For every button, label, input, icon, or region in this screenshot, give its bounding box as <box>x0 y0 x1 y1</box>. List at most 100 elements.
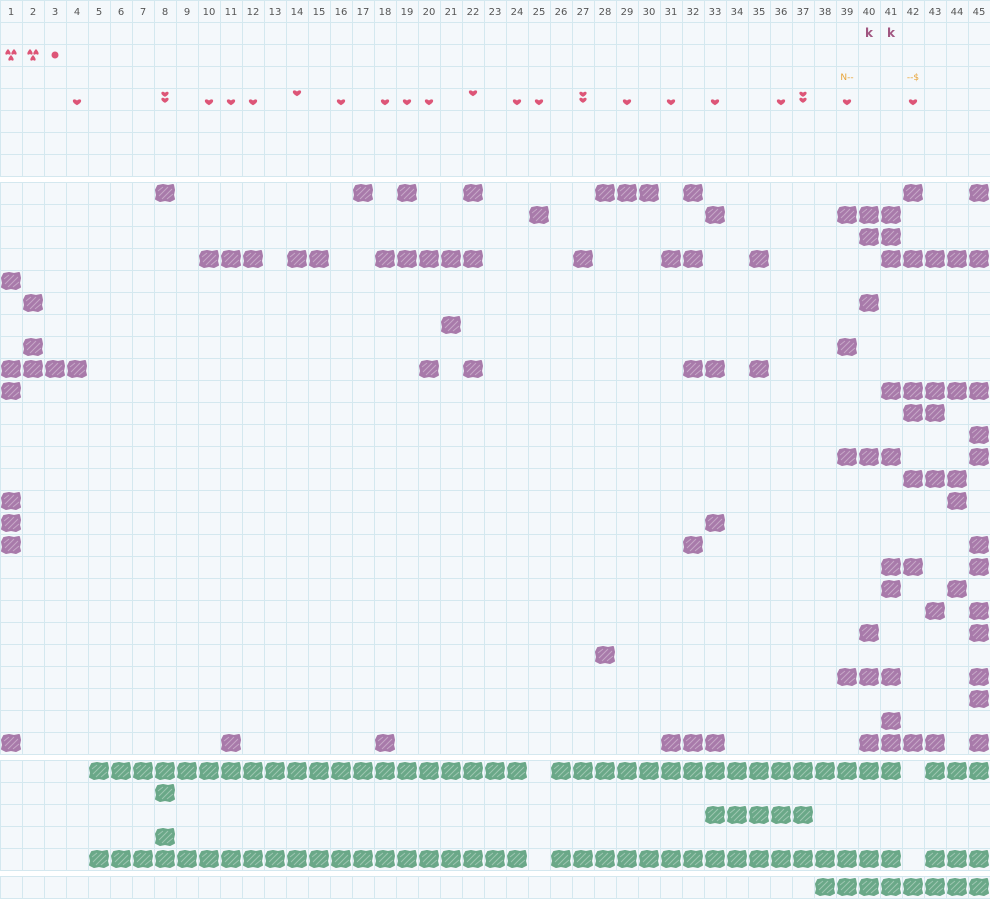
green-blob <box>925 762 945 780</box>
green-blob <box>111 762 131 780</box>
blob-texture <box>663 852 680 866</box>
blob-fill <box>837 850 857 868</box>
blob-texture <box>685 186 702 200</box>
blob-fill <box>881 448 901 466</box>
blob-texture <box>289 252 306 266</box>
blob-fill <box>771 850 791 868</box>
blob-fill <box>859 734 879 752</box>
blob-fill <box>573 850 593 868</box>
blob-fill <box>705 850 725 868</box>
blob-texture <box>267 764 284 778</box>
blob-fill <box>683 250 703 268</box>
blob-texture <box>553 852 570 866</box>
purple-blob <box>837 448 857 466</box>
blob-texture <box>179 764 196 778</box>
blob-fill <box>617 762 637 780</box>
column-number: 12 <box>247 7 260 18</box>
blob-fill <box>705 206 725 224</box>
spade-shape <box>11 49 17 55</box>
blob-texture <box>157 786 174 800</box>
blob-fill <box>815 762 835 780</box>
green-blob <box>947 762 967 780</box>
blob-fill <box>969 184 989 202</box>
column-number: 19 <box>401 7 414 18</box>
green-blob <box>353 850 373 868</box>
heart-icon <box>468 90 478 97</box>
green-blob <box>331 762 351 780</box>
green-blob <box>309 762 329 780</box>
blob-texture <box>355 186 372 200</box>
blob-fill <box>595 762 615 780</box>
blob-fill <box>419 360 439 378</box>
green-blob <box>793 762 813 780</box>
purple-blob <box>903 734 923 752</box>
blob-fill <box>881 580 901 598</box>
purple-blob <box>309 250 329 268</box>
green-blob <box>507 762 527 780</box>
blob-fill <box>155 784 175 802</box>
blob-texture <box>685 852 702 866</box>
blob-texture <box>421 252 438 266</box>
blob-fill <box>529 206 549 224</box>
blob-texture <box>223 852 240 866</box>
blob-fill <box>881 228 901 246</box>
blob-fill <box>881 878 901 896</box>
blob-fill <box>243 850 263 868</box>
blob-texture <box>971 626 988 640</box>
blob-fill <box>705 514 725 532</box>
blob-fill <box>947 470 967 488</box>
blob-texture <box>399 852 416 866</box>
blob-texture <box>311 852 328 866</box>
blob-fill <box>947 762 967 780</box>
purple-blob <box>23 294 43 312</box>
purple-blob <box>947 250 967 268</box>
blob-fill <box>375 762 395 780</box>
purple-blob <box>947 580 967 598</box>
blob-fill <box>1 536 21 554</box>
purple-blob <box>705 734 725 752</box>
blob-fill <box>309 250 329 268</box>
purple-blob <box>881 558 901 576</box>
purple-blob <box>837 338 857 356</box>
blob-fill <box>441 316 461 334</box>
green-blob <box>463 850 483 868</box>
green-blob <box>551 762 571 780</box>
purple-blob <box>969 184 989 202</box>
column-number: 25 <box>533 7 546 18</box>
blob-fill <box>177 762 197 780</box>
green-blob <box>771 762 791 780</box>
blob-texture <box>201 252 218 266</box>
blob-texture <box>795 764 812 778</box>
blob-fill <box>969 878 989 896</box>
blob-fill <box>683 734 703 752</box>
blob-texture <box>927 252 944 266</box>
blob-fill <box>375 250 395 268</box>
blob-texture <box>971 186 988 200</box>
blob-fill <box>859 850 879 868</box>
green-blob <box>683 762 703 780</box>
green-blob <box>771 806 791 824</box>
green-blob <box>969 878 989 896</box>
blob-fill <box>155 828 175 846</box>
column-number: 26 <box>555 7 568 18</box>
blob-texture <box>861 852 878 866</box>
dot-icon <box>51 51 59 59</box>
blob-texture <box>883 560 900 574</box>
green-blob <box>705 762 725 780</box>
green-blob <box>749 762 769 780</box>
green-blob <box>397 762 417 780</box>
blob-fill <box>969 426 989 444</box>
blob-texture <box>3 384 20 398</box>
blob-fill <box>199 250 219 268</box>
blob-fill <box>639 184 659 202</box>
blob-fill <box>749 360 769 378</box>
purple-blob <box>925 382 945 400</box>
green-blob <box>903 878 923 896</box>
column-number: 28 <box>599 7 612 18</box>
purple-blob <box>925 250 945 268</box>
blob-fill <box>947 878 967 896</box>
purple-blob <box>23 338 43 356</box>
purple-blob <box>837 668 857 686</box>
purple-blob <box>1 360 21 378</box>
blob-texture <box>685 362 702 376</box>
